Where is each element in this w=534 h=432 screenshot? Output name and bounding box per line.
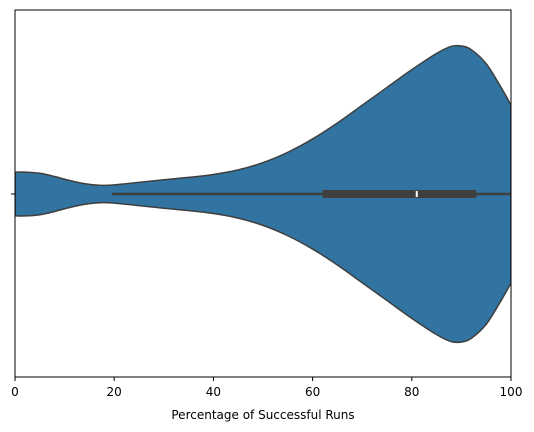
iqr-box — [322, 190, 477, 198]
x-tick-label-20: 20 — [107, 385, 122, 399]
x-tick-label-80: 80 — [404, 385, 419, 399]
x-axis: 0 20 40 60 80 100 — [11, 377, 522, 399]
plot-area — [15, 44, 511, 344]
x-tick-label-40: 40 — [206, 385, 221, 399]
x-tick-label-0: 0 — [11, 385, 19, 399]
x-tick-label-60: 60 — [305, 385, 320, 399]
median-marker — [415, 191, 418, 197]
x-tick-label-100: 100 — [500, 385, 523, 399]
x-axis-label: Percentage of Successful Runs — [171, 408, 354, 422]
